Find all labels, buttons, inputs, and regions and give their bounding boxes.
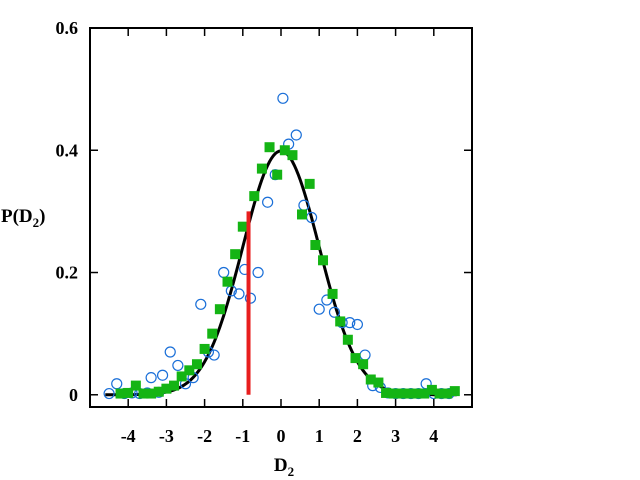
data-point-square [358, 359, 369, 370]
data-point-square [327, 288, 338, 299]
data-point-square [230, 249, 241, 260]
open-circle-series [103, 92, 455, 400]
y-tick-label: 0.2 [56, 263, 79, 283]
data-point-circle [321, 294, 333, 306]
data-point-square [434, 388, 445, 399]
plot-border [89, 27, 473, 408]
y-axis-label: P(D2) [1, 206, 45, 230]
tick-label-layer: -4 -3 -2 -1 0 1 2 3 4 0 0.2 0.4 0.6 [56, 18, 439, 446]
data-point-square [419, 388, 430, 399]
data-point-circle [111, 378, 123, 390]
data-point-square [318, 255, 329, 266]
data-point-circle [103, 387, 115, 400]
data-point-circle [145, 372, 157, 384]
data-point-square [304, 178, 315, 189]
data-point-square [256, 163, 267, 174]
x-tick-label: 1 [315, 426, 324, 446]
filled-square-series [115, 142, 460, 399]
data-point-square [442, 388, 453, 399]
gaussian-fit-curve [105, 149, 457, 397]
data-point-circle [156, 369, 169, 381]
data-point-square [123, 387, 134, 398]
data-point-square [146, 388, 157, 399]
y-axis-label-sub: 2 [33, 215, 40, 230]
data-point-square [335, 316, 346, 327]
data-point-circle [359, 349, 371, 361]
data-point-circle [252, 266, 264, 279]
data-point-circle [313, 303, 325, 315]
data-point-square [138, 388, 149, 399]
x-tick-label: -4 [121, 426, 136, 446]
x-tick-label: 3 [391, 426, 400, 446]
data-point-square [237, 221, 248, 232]
y-axis-label-main: P(D [1, 206, 33, 227]
gaussian-fit-layer [105, 149, 457, 397]
x-tick-label: 4 [429, 426, 438, 446]
data-point-square [310, 240, 321, 251]
data-point-square [191, 359, 202, 370]
data-point-square [287, 150, 298, 161]
data-point-circle [195, 298, 207, 310]
data-point-square [184, 365, 195, 376]
y-tick-label: 0.4 [56, 140, 79, 160]
data-point-circle [208, 349, 220, 361]
data-point-circle [218, 266, 230, 279]
data-point-circle [172, 359, 184, 372]
data-point-square [214, 304, 225, 315]
data-point-square [403, 388, 414, 399]
data-point-circle [262, 196, 274, 208]
data-point-circle [233, 288, 245, 300]
data-point-square [249, 191, 260, 202]
data-point-square [161, 383, 172, 394]
data-point-square [297, 209, 308, 220]
x-axis-label: D2 [274, 455, 294, 479]
x-tick-label: -1 [235, 426, 250, 446]
data-point-square [381, 387, 392, 398]
data-point-circle [164, 346, 176, 358]
data-point-circle [328, 306, 341, 318]
data-point-square [388, 388, 399, 399]
data-point-square [279, 145, 290, 156]
x-tick-label: 0 [277, 426, 286, 446]
data-point-square [264, 142, 275, 153]
tick-layer [90, 27, 472, 407]
data-point-circle [351, 318, 363, 331]
data-point-circle [277, 92, 289, 104]
plot-frame [89, 27, 473, 408]
x-tick-label: 2 [353, 426, 362, 446]
data-point-square [176, 371, 187, 382]
data-point-square [449, 386, 460, 397]
data-point-square [411, 388, 422, 399]
data-point-square [207, 328, 218, 339]
data-point-square [350, 353, 361, 364]
data-point-square [426, 384, 437, 395]
x-tick-label: -2 [197, 426, 212, 446]
data-point-square [153, 386, 164, 397]
x-axis-label-sub: 2 [288, 464, 295, 479]
y-tick-label: 0 [69, 385, 78, 405]
data-point-square [365, 374, 376, 385]
data-point-square [199, 343, 210, 354]
data-point-square [115, 388, 126, 399]
x-tick-label: -3 [159, 426, 174, 446]
data-point-square [373, 377, 384, 388]
data-point-square [169, 380, 180, 391]
data-point-square [342, 334, 353, 345]
data-point-square [222, 276, 233, 287]
data-point-circle [290, 129, 302, 141]
data-point-square [130, 380, 141, 391]
y-tick-label: 0.6 [56, 18, 79, 38]
y-axis-label-tail: ) [39, 206, 45, 227]
x-axis-label-main: D [274, 455, 288, 476]
data-point-square [272, 169, 283, 180]
data-point-square [396, 388, 407, 399]
